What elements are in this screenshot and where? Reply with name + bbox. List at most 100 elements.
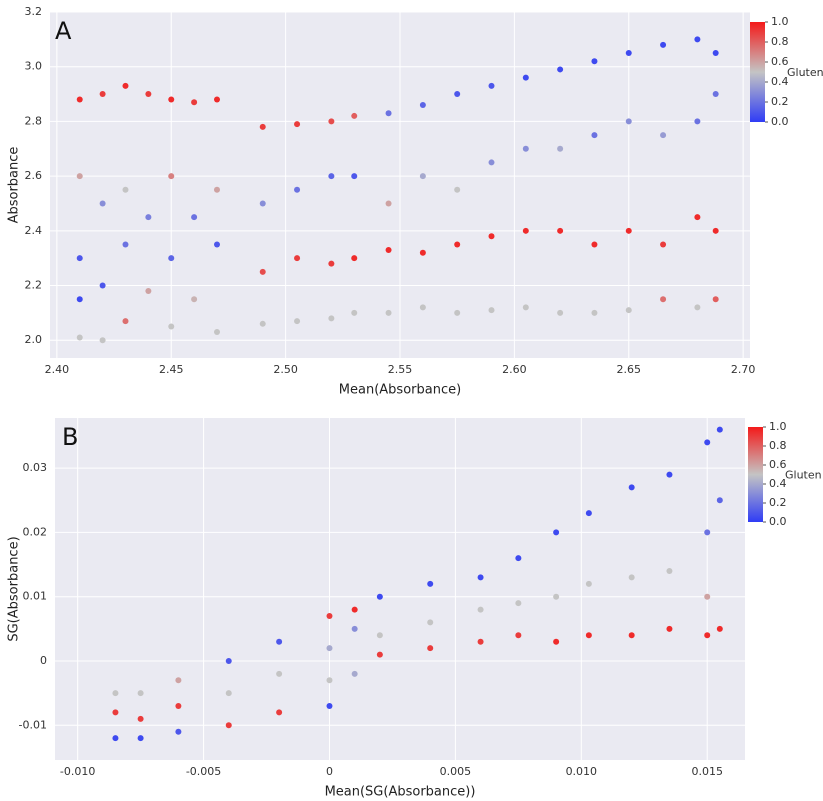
x-tick-label: 2.50 — [273, 363, 298, 376]
point — [454, 186, 461, 193]
point — [515, 600, 522, 607]
colorbar-tick-label: 0.4 — [771, 75, 789, 88]
point — [704, 632, 711, 639]
point — [76, 334, 83, 341]
point — [666, 625, 673, 632]
point — [591, 132, 598, 139]
x-tick-label: 2.45 — [159, 363, 184, 376]
point — [522, 227, 529, 234]
point — [477, 606, 484, 613]
point — [704, 529, 711, 536]
point — [213, 186, 220, 193]
y-tick-label: 0 — [40, 654, 47, 667]
point — [145, 214, 152, 221]
y-tick-label: 3.2 — [25, 5, 43, 18]
point — [112, 690, 119, 697]
point — [122, 82, 129, 89]
point — [137, 690, 144, 697]
x-tick-label: -0.005 — [186, 765, 221, 778]
point — [168, 255, 175, 262]
point — [454, 309, 461, 316]
point — [76, 173, 83, 180]
point — [488, 159, 495, 166]
point — [628, 574, 635, 581]
colorbar-tick-label: 0.6 — [771, 55, 789, 68]
point — [294, 255, 301, 262]
point — [294, 186, 301, 193]
colorbar-tick-label: 1.0 — [769, 420, 787, 433]
point — [477, 638, 484, 645]
point — [191, 99, 198, 106]
point — [488, 307, 495, 314]
point — [328, 118, 335, 125]
point — [112, 735, 119, 742]
point — [328, 315, 335, 322]
point — [99, 91, 106, 98]
colorbar-tick-label: 0.2 — [771, 95, 789, 108]
point — [427, 619, 434, 626]
point — [666, 471, 673, 478]
point — [99, 282, 106, 289]
point — [259, 320, 266, 327]
point — [454, 241, 461, 248]
x-axis-label: Mean(Absorbance) — [339, 383, 461, 398]
point — [625, 307, 632, 314]
point — [76, 296, 83, 303]
point — [557, 66, 564, 73]
y-tick-label: 0.02 — [23, 525, 48, 538]
x-tick-label: 0 — [326, 765, 333, 778]
point — [122, 241, 129, 248]
point — [175, 703, 182, 709]
y-axis-label: SG(Absorbance) — [7, 536, 22, 641]
point — [660, 132, 667, 139]
point — [591, 241, 598, 248]
point — [660, 296, 667, 303]
point — [99, 337, 106, 344]
point — [328, 173, 335, 180]
point — [276, 709, 283, 716]
point — [694, 36, 701, 43]
point — [716, 625, 723, 632]
point — [553, 638, 560, 645]
point — [628, 484, 635, 491]
x-tick-label: 2.65 — [617, 363, 642, 376]
point — [660, 241, 667, 248]
point — [76, 96, 83, 103]
point — [145, 91, 152, 98]
point — [385, 246, 392, 253]
point — [704, 593, 711, 600]
point — [168, 323, 175, 330]
point — [625, 227, 632, 234]
point — [419, 249, 426, 256]
point — [477, 574, 484, 581]
point — [168, 173, 175, 180]
point — [213, 329, 220, 336]
x-axis-label: Mean(SG(Absorbance)) — [325, 785, 476, 800]
point — [488, 82, 495, 89]
x-tick-label: 2.70 — [731, 363, 756, 376]
point — [427, 580, 434, 587]
point — [191, 296, 198, 303]
point — [276, 638, 283, 645]
x-tick-label: 2.55 — [388, 363, 413, 376]
y-tick-label: 3.0 — [25, 60, 43, 73]
point — [522, 145, 529, 152]
point — [716, 497, 723, 504]
point — [376, 593, 383, 600]
colorbar-label: Gluten — [785, 469, 822, 482]
point — [385, 110, 392, 117]
x-tick-label: 2.60 — [502, 363, 527, 376]
point — [557, 227, 564, 234]
point — [351, 625, 358, 632]
y-tick-label: 2.2 — [25, 279, 43, 292]
point — [694, 304, 701, 311]
panel-label: B — [62, 423, 78, 451]
point — [419, 101, 426, 108]
x-tick-label: 0.015 — [691, 765, 723, 778]
point — [294, 318, 301, 325]
colorbar-tick-label: 0.4 — [769, 477, 787, 490]
point — [419, 304, 426, 311]
point — [694, 118, 701, 125]
x-tick-label: 0.010 — [566, 765, 598, 778]
point — [660, 41, 667, 48]
